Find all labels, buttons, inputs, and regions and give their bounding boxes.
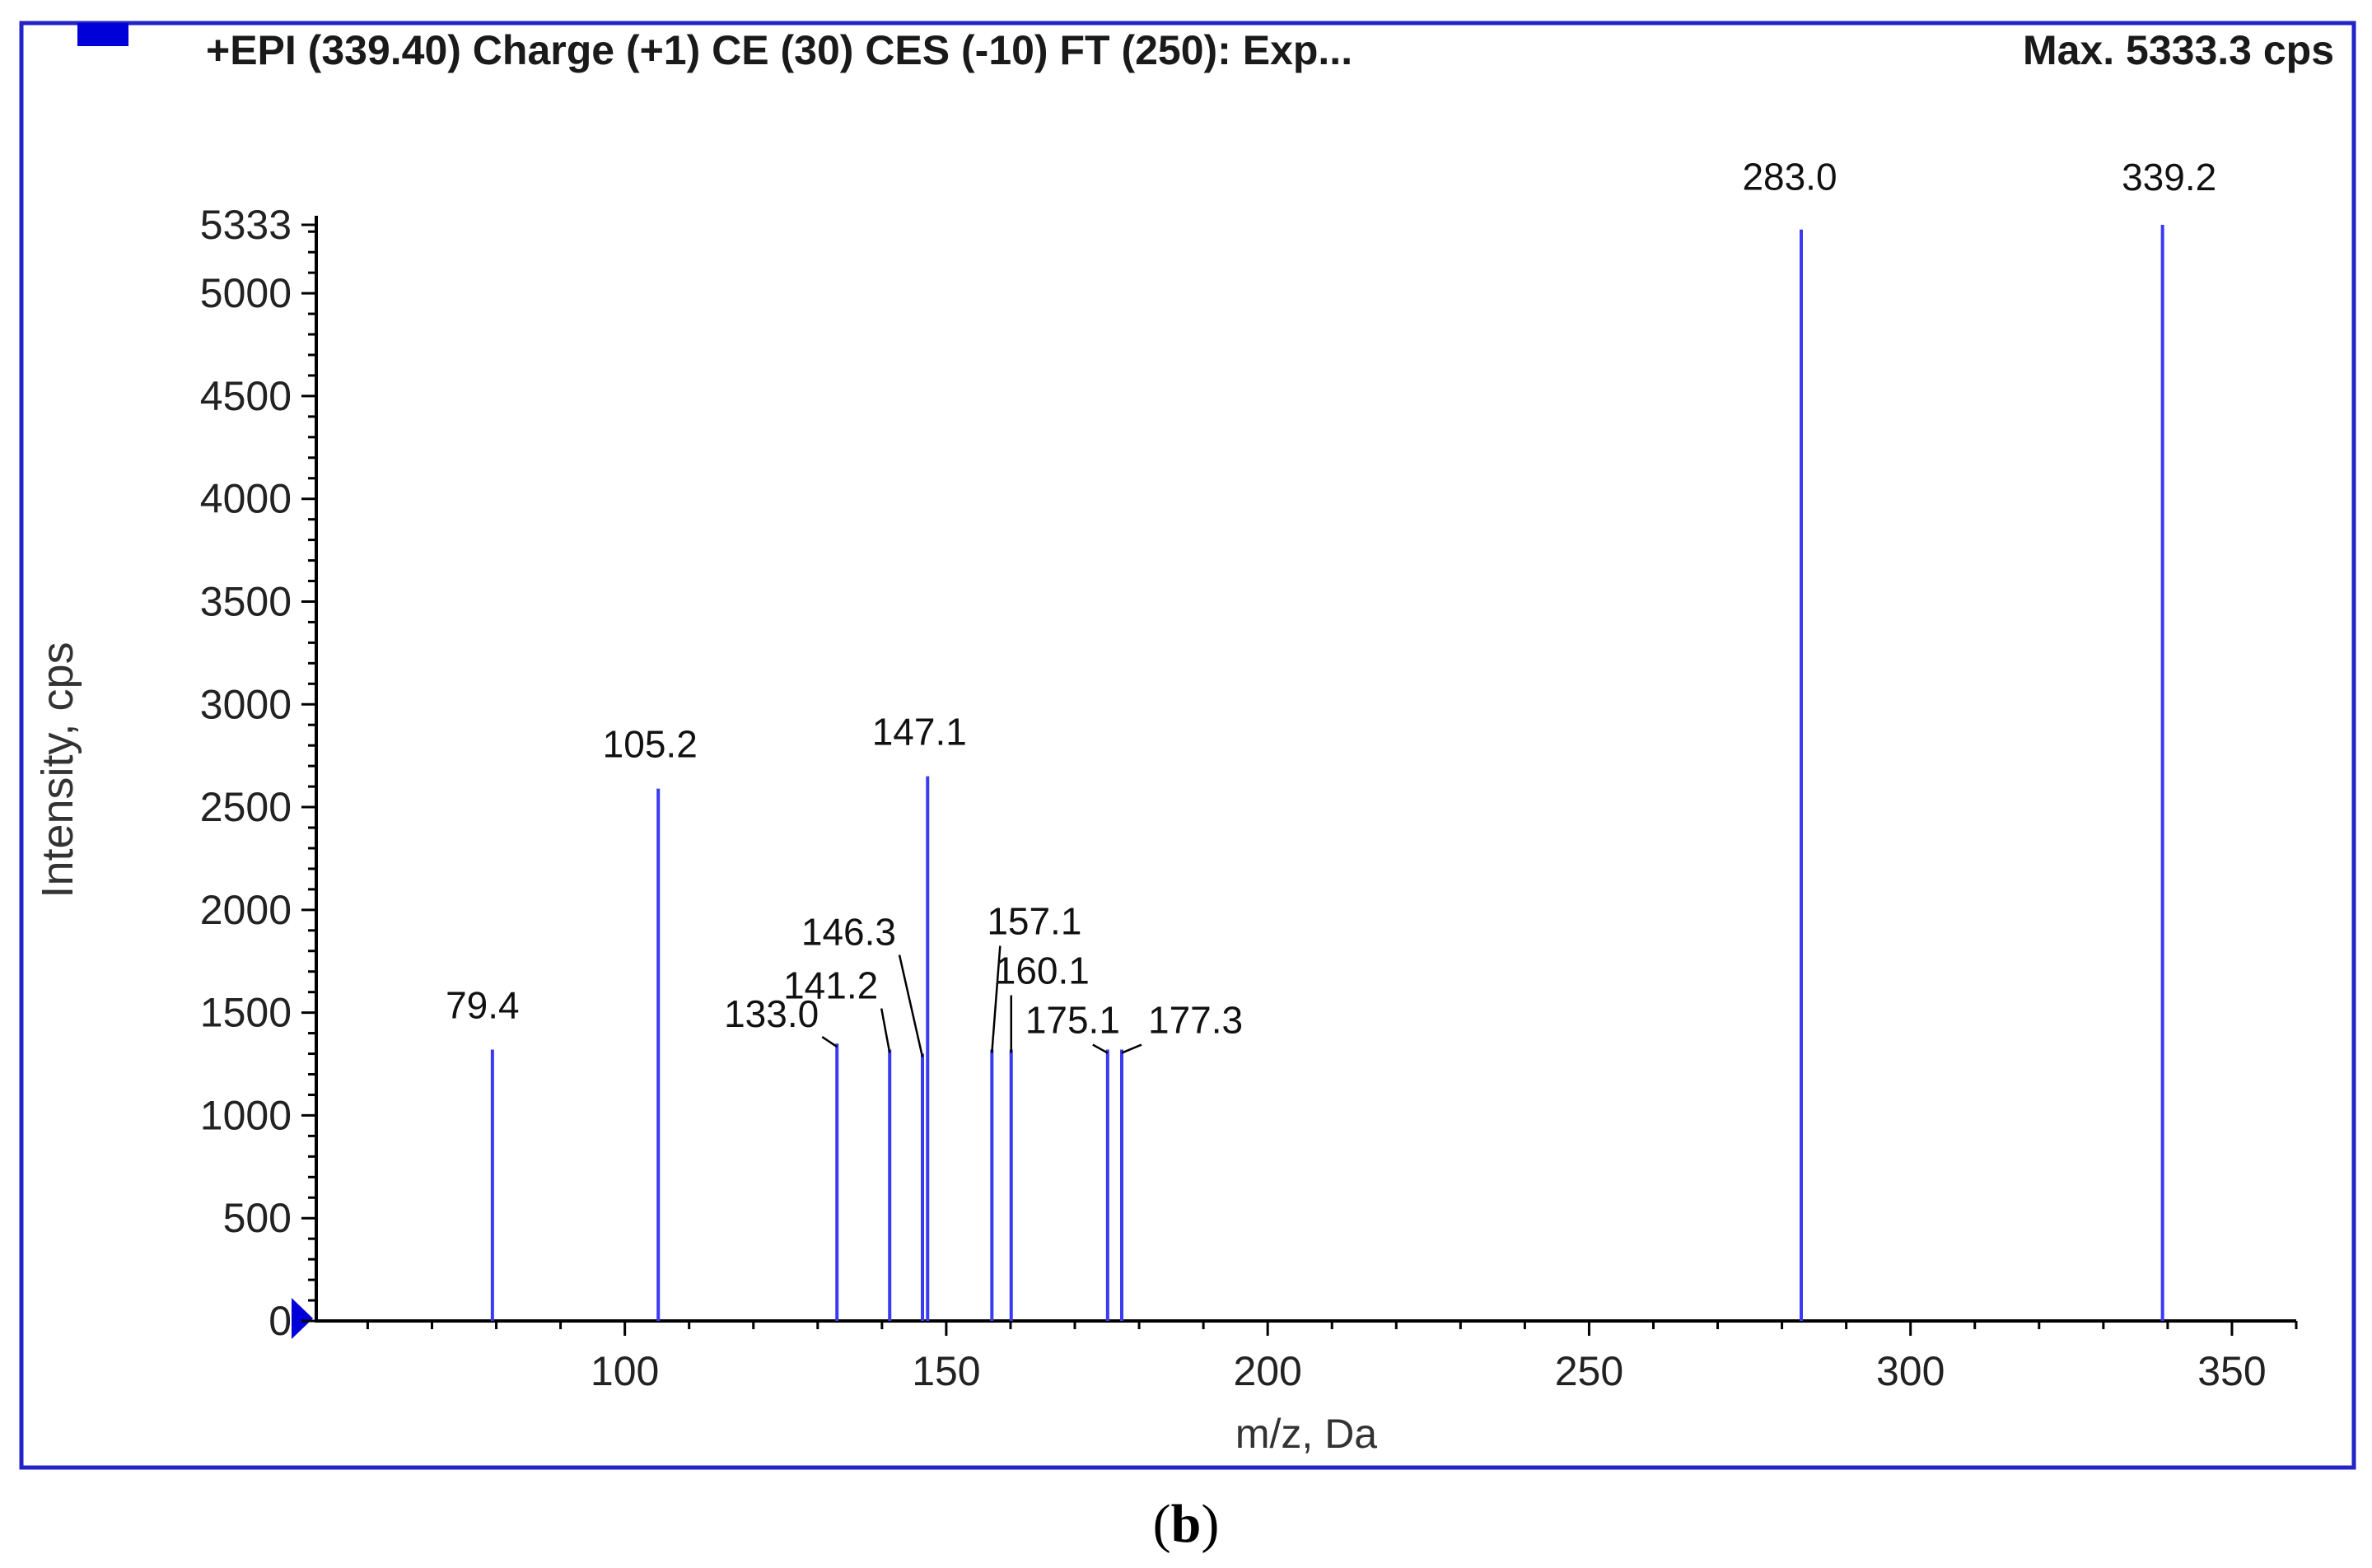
x-tick-label: 300	[1876, 1348, 1945, 1394]
peak-label: 177.3	[1148, 999, 1243, 1042]
label-leader	[1092, 1043, 1109, 1054]
x-tick-label: 150	[912, 1348, 980, 1394]
y-tick-label: 2000	[200, 887, 292, 933]
y-tick-label: 2500	[200, 784, 292, 830]
x-tick-label: 200	[1233, 1348, 1301, 1394]
label-leader-lines	[821, 945, 1142, 1057]
peaks	[490, 225, 2164, 1321]
max-intensity-label: Max. 5333.3 cps	[2023, 27, 2334, 73]
label-leader	[898, 954, 924, 1057]
label-leader	[880, 1008, 891, 1053]
y-tick-label: 4500	[200, 373, 292, 419]
peak-label: 79.4	[446, 984, 520, 1027]
label-leader	[1121, 1043, 1142, 1054]
plot-frame	[19, 21, 2356, 1470]
y-tick-label: 0	[268, 1298, 292, 1344]
peak-label: 175.1	[1025, 999, 1120, 1042]
y-tick-label: 3000	[200, 681, 292, 727]
x-axis-ticks: 100 150 200 250 300 350	[366, 1321, 2298, 1394]
y-tick-label: 3500	[200, 578, 292, 624]
y-tick-label: 1000	[200, 1092, 292, 1138]
label-leader	[991, 945, 1002, 1053]
peak-label: 157.1	[987, 900, 1081, 943]
y-tick-label: 4000	[200, 476, 292, 522]
x-axis-title: m/z, Da	[1235, 1411, 1377, 1457]
peak-label: 147.1	[872, 711, 967, 754]
x-tick-label: 250	[1555, 1348, 1623, 1394]
trace-color-marker	[77, 23, 128, 46]
peak-label: 146.3	[801, 911, 896, 954]
y-tick-label: 5000	[200, 270, 292, 316]
y-tick-label: 1500	[200, 990, 292, 1036]
label-leader	[821, 1036, 838, 1048]
experiment-header: +EPI (339.40) Charge (+1) CE (30) CES (-…	[206, 27, 1352, 73]
baseline-marker-icon	[292, 1298, 313, 1339]
y-axis-ticks: 0 500 1000 1500 2000 2500 3000 3500 4000 4500 5000…	[200, 202, 316, 1344]
figure-caption: (b)	[1153, 1494, 1220, 1554]
y-tick-label: 5333	[200, 202, 292, 248]
peak-label: 105.2	[603, 723, 698, 766]
x-tick-label: 350	[2197, 1348, 2266, 1394]
peak-label: 339.2	[2122, 156, 2216, 198]
peak-label: 283.0	[1742, 156, 1837, 198]
peak-label: 133.0	[724, 992, 819, 1035]
peak-label: 160.1	[995, 950, 1090, 992]
y-tick-label: 500	[223, 1195, 292, 1241]
x-tick-label: 100	[591, 1348, 659, 1394]
y-axis-title: Intensity, cps	[33, 642, 82, 898]
peak-label: 141.2	[783, 964, 878, 1007]
